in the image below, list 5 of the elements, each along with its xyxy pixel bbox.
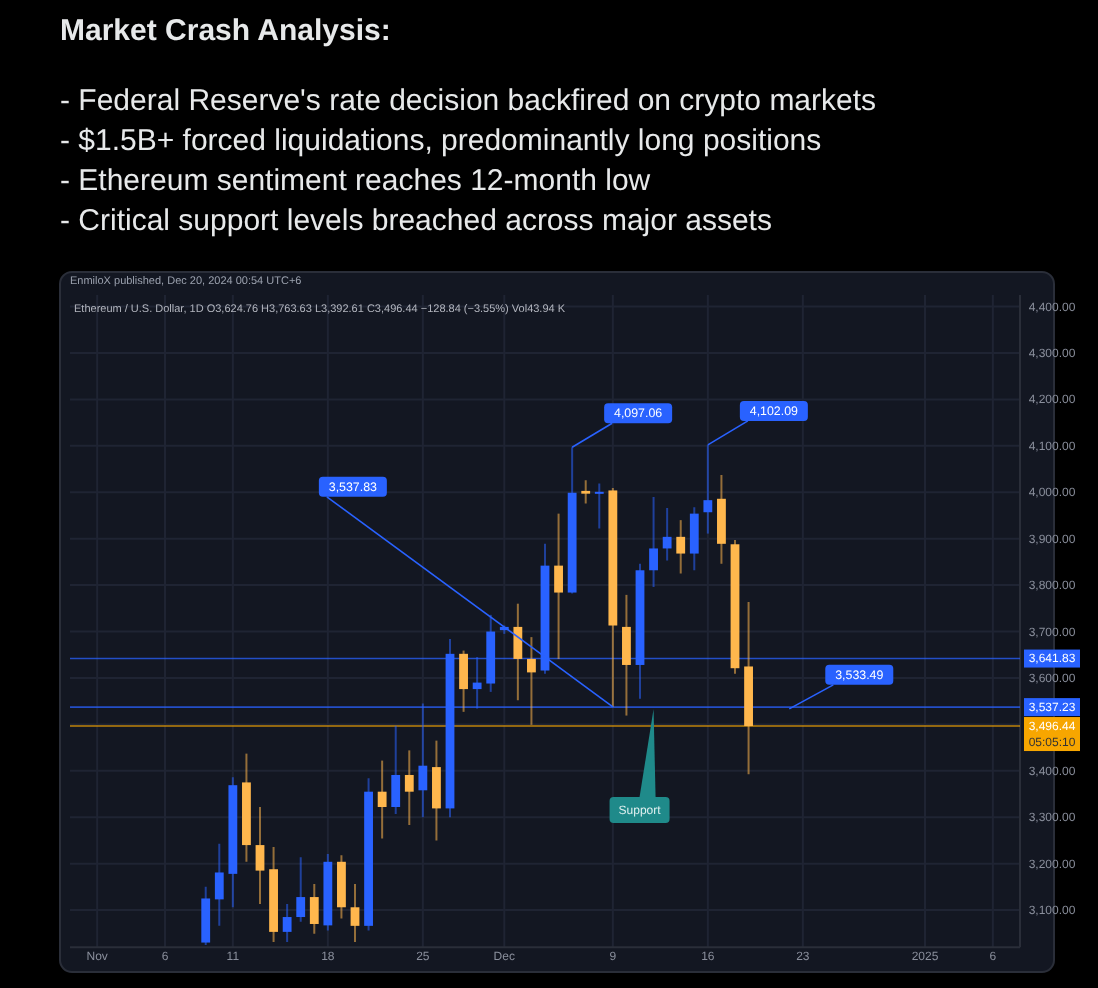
text: - Critical support levels breached across major assets [60, 204, 772, 238]
text: - $1.5B+ forced liquidations, predominantly long positions [60, 124, 822, 158]
text: - Federal Reserve's rate decision backfired on crypto markets [60, 84, 877, 118]
text: - Ethereum sentiment reaches 12-month low [60, 164, 651, 198]
chart-title: Market Crash Analysis: [60, 14, 391, 48]
